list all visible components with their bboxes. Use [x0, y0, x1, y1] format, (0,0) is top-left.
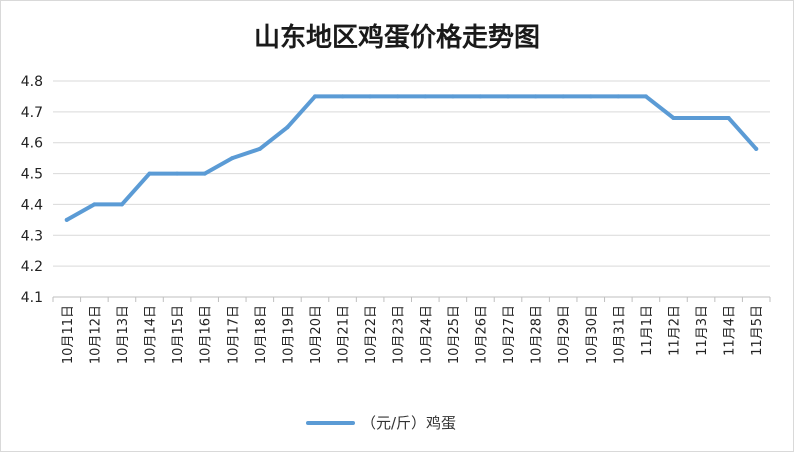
x-tick-label: 10月31日 — [612, 305, 627, 364]
x-tick-label: 10月12日 — [88, 305, 103, 364]
x-axis — [52, 296, 771, 302]
data-point — [561, 94, 566, 99]
data-point — [395, 94, 400, 99]
x-tick-label: 10月19日 — [281, 305, 296, 364]
x-tick-label: 10月21日 — [337, 305, 352, 364]
x-tick-label: 10月11日 — [61, 305, 76, 364]
legend: （元/斤）鸡蛋 — [306, 414, 456, 432]
x-tick-label: 10月14日 — [144, 305, 159, 364]
x-tick-label: 10月22日 — [364, 305, 379, 364]
x-tick-label: 11月2日 — [667, 305, 682, 356]
x-tick-label: 10月27日 — [502, 305, 517, 364]
data-point — [175, 171, 180, 176]
x-axis-ticks: 10月11日 10月12日 10月13日 10月14日 10月15日 10月16日 10月1… — [61, 305, 765, 364]
data-point — [726, 116, 731, 120]
x-tick-label: 10月29日 — [557, 305, 572, 364]
x-tick-label: 10月16日 — [199, 305, 214, 364]
y-axis-ticks: 4.1 4.2 4.3 4.4 4.5 4.6 4.7 4.8 — [21, 74, 43, 306]
x-tick-label: 11月5日 — [750, 305, 765, 356]
y-tick-label: 4.4 — [21, 197, 43, 213]
x-tick-label: 10月28日 — [530, 305, 545, 364]
data-point — [506, 94, 510, 99]
legend-label: （元/斤）鸡蛋 — [361, 414, 456, 432]
data-point — [643, 94, 648, 99]
data-point — [588, 94, 593, 99]
data-point — [423, 94, 428, 99]
data-point — [450, 94, 455, 99]
x-tick-label: 10月13日 — [116, 305, 131, 364]
data-point — [147, 171, 152, 176]
x-tick-label: 10月20日 — [309, 305, 324, 364]
series-line — [64, 94, 759, 222]
x-tick-label: 11月4日 — [723, 305, 738, 356]
x-tick-label: 11月1日 — [640, 305, 655, 356]
data-point — [754, 146, 759, 151]
data-point — [699, 116, 704, 120]
x-tick-label: 10月18日 — [254, 305, 269, 364]
data-point — [671, 116, 676, 120]
data-point — [533, 94, 538, 99]
data-point — [257, 146, 262, 151]
data-point — [202, 171, 207, 176]
x-tick-label: 10月30日 — [585, 305, 600, 364]
series-layer — [64, 94, 759, 222]
x-tick-label: 10月23日 — [392, 305, 407, 364]
x-tick-label: 10月26日 — [474, 305, 489, 364]
y-tick-label: 4.7 — [21, 105, 43, 121]
data-point — [368, 94, 373, 99]
y-tick-label: 4.5 — [21, 167, 43, 183]
x-tick-label: 10月24日 — [419, 305, 434, 364]
gridlines — [53, 80, 770, 298]
x-tick-label: 10月15日 — [171, 305, 186, 364]
y-tick-label: 4.1 — [21, 290, 43, 306]
data-point — [92, 202, 97, 207]
data-point — [285, 125, 290, 130]
data-point — [119, 202, 124, 207]
data-point — [340, 94, 345, 99]
data-point — [230, 156, 235, 161]
data-point — [478, 94, 483, 99]
x-tick-label: 10月25日 — [447, 305, 462, 364]
x-tick-label: 10月17日 — [226, 305, 241, 364]
chart-title: 山东地区鸡蛋价格走势图 — [254, 22, 540, 53]
y-tick-label: 4.2 — [21, 259, 43, 275]
data-point — [616, 94, 621, 99]
y-tick-label: 4.6 — [21, 136, 43, 152]
y-tick-label: 4.3 — [21, 228, 43, 244]
data-point — [64, 217, 69, 222]
x-tick-label: 11月3日 — [695, 305, 710, 356]
data-point — [313, 94, 317, 99]
y-tick-label: 4.8 — [21, 74, 43, 90]
